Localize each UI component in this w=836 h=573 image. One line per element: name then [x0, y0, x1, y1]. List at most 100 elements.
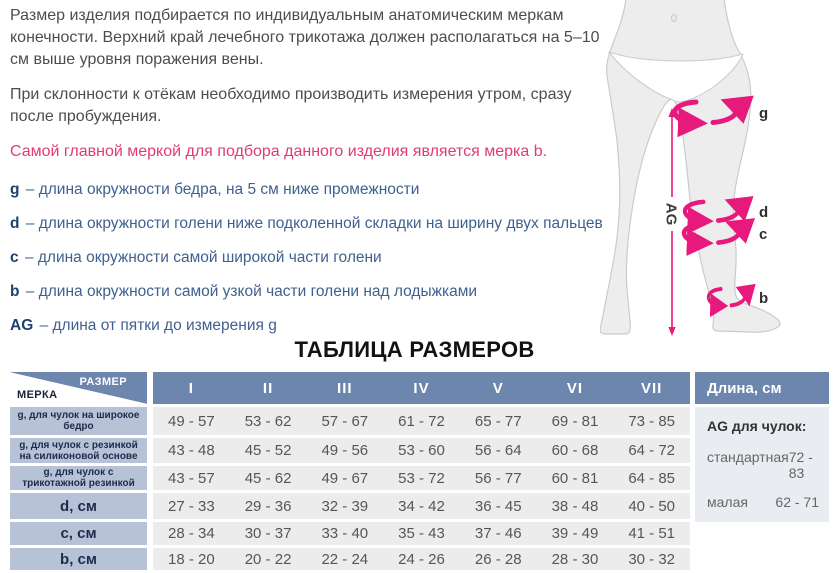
table-cell: 53 - 62 [229, 407, 307, 435]
length-row-label: стандартная [707, 449, 789, 465]
table-cell: 30 - 37 [229, 522, 307, 545]
column-header: III [306, 372, 384, 404]
diagram-label-d: d [759, 204, 768, 221]
measurement-item-g: g – длина окружности бедра, на 5 см ниже… [10, 179, 614, 201]
table-cell: 56 - 77 [459, 466, 537, 490]
length-row-label: малая [707, 494, 748, 510]
measure-ring-b [706, 283, 756, 318]
column-header: IV [383, 372, 460, 404]
size-table-corner-cell: РАЗМЕР МЕРКА [10, 372, 147, 404]
table-cell: 28 - 34 [153, 522, 230, 545]
table-cell: 24 - 26 [383, 548, 460, 570]
table-cell: 49 - 67 [306, 466, 384, 490]
measurement-text: – длина окружности самой узкой части гол… [25, 283, 478, 300]
table-cell: 56 - 64 [459, 438, 537, 463]
ag-arrow-down-icon [668, 327, 676, 336]
row-label: g, для чулок с трикотажной резинкой [10, 466, 147, 490]
body-silhouette [599, 0, 781, 335]
measurement-text: – длина окружности бедра, на 5 см ниже п… [25, 181, 420, 198]
table-cell: 73 - 85 [613, 407, 691, 435]
table-cell: 60 - 68 [536, 438, 614, 463]
table-row: g, для чулок с трикотажной резинкой 43 -… [10, 466, 691, 490]
table-cell: 53 - 60 [383, 438, 460, 463]
size-table-title: ТАБЛИЦА РАЗМЕРОВ [294, 337, 535, 362]
table-cell: 40 - 50 [613, 493, 691, 519]
table-cell: 39 - 49 [536, 522, 614, 545]
table-cell: 37 - 46 [459, 522, 537, 545]
corner-label-measure: МЕРКА [17, 389, 58, 401]
length-row-small: малая 62 - 71 [707, 494, 819, 510]
column-header: VI [536, 372, 614, 404]
table-cell: 53 - 72 [383, 466, 460, 490]
table-cell: 22 - 24 [306, 548, 384, 570]
measurement-key: c [10, 249, 19, 266]
table-cell: 28 - 30 [536, 548, 614, 570]
corner-label-size: РАЗМЕР [79, 376, 127, 388]
length-panel-header: Длина, см [695, 372, 829, 404]
row-label: g, для чулок с резинкой на силиконовой о… [10, 438, 147, 463]
table-cell: 61 - 72 [383, 407, 460, 435]
legs-illustration-icon: AG g d c b [599, 0, 781, 336]
table-cell: 18 - 20 [153, 548, 230, 570]
table-cell: 35 - 43 [383, 522, 460, 545]
table-cell: 41 - 51 [613, 522, 691, 545]
table-cell: 36 - 45 [459, 493, 537, 519]
table-cell: 64 - 85 [613, 466, 691, 490]
table-cell: 57 - 67 [306, 407, 384, 435]
row-label: b, см [10, 548, 147, 570]
length-panel-subtitle: AG для чулок: [707, 418, 807, 434]
table-cell: 33 - 40 [306, 522, 384, 545]
table-cell: 34 - 42 [383, 493, 460, 519]
table-row: b, см 18 - 20 20 - 22 22 - 24 24 - 26 26… [10, 548, 691, 570]
measurement-key: AG [10, 317, 34, 334]
table-row: d, см 27 - 33 29 - 36 32 - 39 34 - 42 36… [10, 493, 691, 519]
measurement-text: – длина окружности голени ниже подколенн… [25, 215, 603, 232]
table-cell: 49 - 57 [153, 407, 230, 435]
measurement-item-d: d – длина окружности голени ниже подколе… [10, 213, 614, 235]
table-cell: 20 - 22 [229, 548, 307, 570]
table-cell: 26 - 28 [459, 548, 537, 570]
table-cell: 27 - 33 [153, 493, 230, 519]
table-cell: 49 - 56 [306, 438, 384, 463]
intro-paragraph-1: Размер изделия подбирается по индивидуал… [10, 7, 600, 68]
table-row: c, см 28 - 34 30 - 37 33 - 40 35 - 43 37… [10, 522, 691, 545]
panties-shape [608, 51, 744, 103]
table-cell: 38 - 48 [536, 493, 614, 519]
measure-ring-g [672, 95, 754, 138]
column-header: II [229, 372, 307, 404]
table-cell: 45 - 62 [229, 466, 307, 490]
diagram-label-ag: AG [663, 203, 680, 226]
diagram-label-c: c [759, 226, 767, 243]
column-header: VII [613, 372, 691, 404]
leg-measurement-diagram: AG g d c b [599, 0, 836, 345]
size-table: РАЗМЕР МЕРКА I II III IV V VI VII g, для… [10, 372, 691, 573]
measurement-text: – длина окружности самой широкой части г… [24, 249, 382, 266]
table-cell: 32 - 39 [306, 493, 384, 519]
column-header: I [153, 372, 230, 404]
row-label: g, для чулок на широкое бедро [10, 407, 147, 435]
length-row-value: 62 - 71 [775, 494, 819, 510]
table-cell: 43 - 48 [153, 438, 230, 463]
measurement-list: g – длина окружности бедра, на 5 см ниже… [10, 179, 614, 337]
table-cell: 29 - 36 [229, 493, 307, 519]
intro-paragraph-2: При склонности к отёкам необходимо произ… [10, 86, 572, 125]
table-cell: 30 - 32 [613, 548, 691, 570]
measurement-text: – длина от пятки до измерения g [39, 317, 277, 334]
intro-highlight: Самой главной меркой для подбора данного… [10, 143, 548, 160]
navel-icon [670, 13, 678, 23]
measure-ring-c [681, 218, 756, 256]
table-row: g, для чулок на широкое бедро 49 - 57 53… [10, 407, 691, 435]
row-label: d, см [10, 493, 147, 519]
table-cell: 60 - 81 [536, 466, 614, 490]
table-cell: 45 - 52 [229, 438, 307, 463]
measurement-key: b [10, 283, 20, 300]
table-cell: 43 - 57 [153, 466, 230, 490]
size-table-header-row: РАЗМЕР МЕРКА I II III IV V VI VII [10, 372, 691, 404]
length-panel: Длина, см AG для чулок: стандартная 72 -… [695, 372, 829, 522]
diagram-label-g: g [759, 105, 768, 122]
table-cell: 65 - 77 [459, 407, 537, 435]
length-panel-body: AG для чулок: стандартная 72 - 83 малая … [695, 407, 829, 522]
length-row-value: 72 - 83 [788, 449, 813, 481]
intro-section: Размер изделия подбирается по индивидуал… [10, 5, 614, 349]
